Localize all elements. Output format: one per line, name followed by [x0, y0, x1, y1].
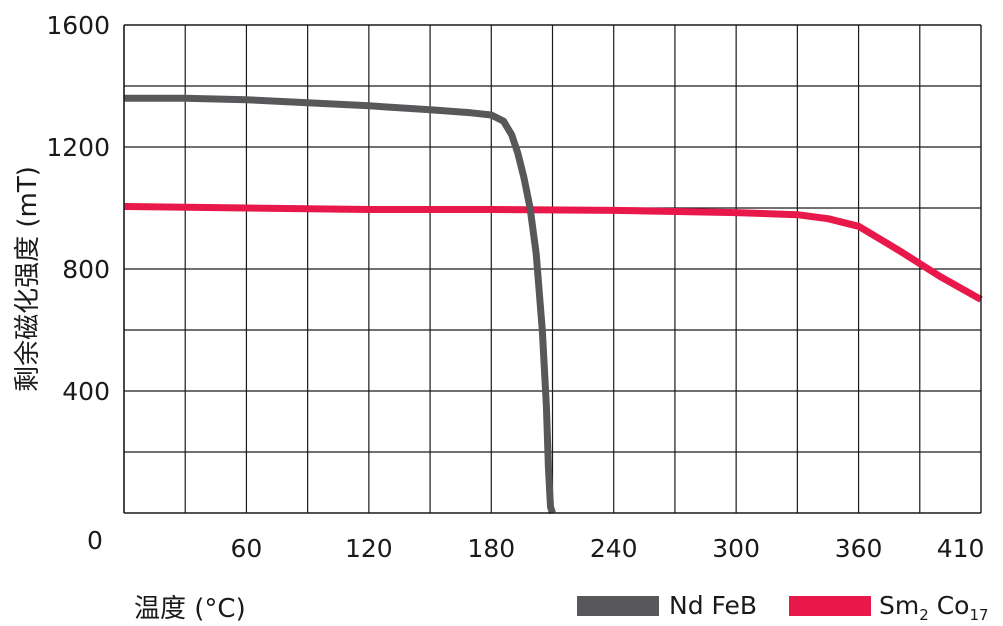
- legend-label-smco-sub1: 2: [919, 606, 929, 624]
- legend-swatch-ndfeb: [577, 596, 659, 616]
- plot-frame: [123, 24, 982, 514]
- series-line-smco: [123, 203, 983, 303]
- origin-tick-label: 0: [87, 526, 103, 555]
- legend-swatch-smco: [789, 596, 871, 616]
- x-tick-label: 300: [712, 534, 760, 563]
- y-tick-label: 800: [62, 255, 110, 284]
- x-tick-label: 240: [590, 534, 638, 563]
- series-layer: [123, 94, 983, 515]
- legend-label-smco-sub2: 17: [969, 606, 988, 624]
- x-tick-labels: 60 120 180 240 300 360 410: [231, 534, 985, 563]
- legend-label-ndfeb: Nd FeB: [669, 591, 757, 620]
- x-tick-label: 410: [937, 534, 985, 563]
- y-tick-label: 1200: [46, 133, 110, 162]
- y-tick-labels: 400 800 1200 1600: [46, 11, 110, 406]
- x-tick-label: 180: [467, 534, 515, 563]
- y-axis-title: 剩余磁化强度 (mT): [13, 166, 43, 392]
- x-tick-label: 360: [835, 534, 883, 563]
- y-tick-label: 1600: [46, 11, 110, 40]
- legend: Nd FeB Sm2 Co17: [577, 591, 989, 624]
- x-tick-label: 120: [345, 534, 393, 563]
- legend-label-smco-mid: Co: [929, 591, 970, 620]
- x-tick-label: 60: [231, 534, 263, 563]
- legend-label-smco: Sm2 Co17: [879, 591, 989, 624]
- legend-label-smco-main: Sm: [879, 591, 919, 620]
- series-line-ndfeb: [124, 94, 556, 515]
- x-axis-title: 温度 (°C): [134, 594, 246, 624]
- y-tick-label: 400: [62, 377, 110, 406]
